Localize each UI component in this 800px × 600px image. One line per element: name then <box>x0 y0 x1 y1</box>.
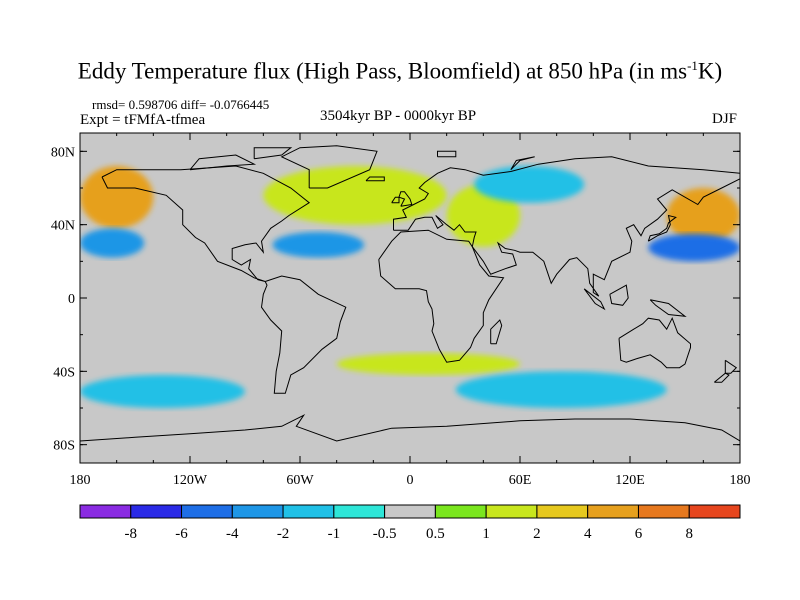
colorbar-swatch <box>384 504 436 519</box>
latitude-axis: 80N 40N 0 40S 80S <box>51 145 740 454</box>
coastlines <box>80 145 740 442</box>
longitude-axis: 180 120W 60W 0 60E 120E 180 <box>70 133 751 488</box>
colorbar-label: -2 <box>277 526 290 542</box>
colorbar-label: -4 <box>226 526 239 542</box>
coastline-segment <box>80 414 740 442</box>
lon-tick-label: 120W <box>173 473 208 488</box>
lat-tick-label: 40N <box>51 219 75 234</box>
colorbar-swatch <box>688 504 741 519</box>
lon-tick-label: 120E <box>615 473 645 488</box>
coastline-segment <box>618 316 691 369</box>
colorbar-label: -1 <box>328 526 341 542</box>
lon-tick-label: 60W <box>286 473 314 488</box>
lat-tick-label: 40S <box>53 365 75 380</box>
coastline-segment <box>378 229 505 363</box>
coastline-segment <box>583 288 606 311</box>
colorbar-swatch <box>333 504 386 519</box>
anomaly-region-0 <box>80 166 154 229</box>
lat-tick-label: 0 <box>68 292 75 307</box>
colorbar-label: 2 <box>533 526 541 542</box>
coastline-segment <box>391 196 400 204</box>
coastline-segment <box>713 372 730 383</box>
anomaly-region-7 <box>474 166 585 203</box>
colorbar-label: -6 <box>175 526 188 542</box>
coastline-segment <box>260 275 347 394</box>
coastline-segment <box>398 191 413 207</box>
anomaly-region-8 <box>80 375 245 408</box>
lon-tick-label: 0 <box>407 473 414 488</box>
colorbar-swatch <box>181 504 233 519</box>
coastline-segment <box>253 147 293 160</box>
colorbar-label: 0.5 <box>426 526 445 542</box>
colorbar-label: 1 <box>482 526 490 542</box>
stats-line: rmsd= 0.598706 diff= -0.0766445 <box>92 97 270 112</box>
anomaly-region-1 <box>666 188 740 243</box>
anomaly-region-2 <box>648 233 740 262</box>
coastline-segment <box>101 165 311 282</box>
coastline-segment <box>189 154 257 171</box>
coastline-segment <box>609 284 629 306</box>
anomaly-region-3 <box>80 228 145 258</box>
anomaly-region-4 <box>263 166 447 225</box>
lat-tick-label: 80N <box>51 145 75 160</box>
period-label: 3504kyr BP - 0000kyr BP <box>320 108 477 124</box>
colorbar-label: -8 <box>125 526 138 542</box>
colorbar-swatch <box>434 504 487 519</box>
colorbar-swatch <box>637 504 690 519</box>
map-title: Eddy Temperature flux (High Pass, Bloomf… <box>77 58 723 84</box>
colorbar-swatch <box>587 504 639 519</box>
experiment-label: Expt = tFMfA-tfmea <box>80 112 206 128</box>
lat-tick-label: 80S <box>53 439 75 454</box>
coastline-segment <box>437 150 457 158</box>
coastline-segment <box>280 145 378 189</box>
coastline-segment <box>393 156 740 297</box>
coastline-segment <box>490 319 503 345</box>
colorbar-swatch <box>282 504 335 519</box>
colorbar-label: 4 <box>584 526 592 542</box>
colorbar-swatch <box>130 504 183 519</box>
colorbar-swatch <box>536 504 589 519</box>
coastline-segment <box>647 214 677 242</box>
colorbar-label: 6 <box>635 526 643 542</box>
lon-tick-label: 60E <box>509 473 532 488</box>
lon-tick-label: 180 <box>730 473 751 488</box>
coastline-segment <box>649 299 687 317</box>
anomaly-region-9 <box>336 353 520 375</box>
colorbar-label: 8 <box>685 526 693 542</box>
season-label: DJF <box>712 111 738 127</box>
anomaly-region-10 <box>455 371 667 408</box>
colorbar-swatch <box>485 504 538 519</box>
coastline-segment <box>510 156 535 171</box>
anomaly-region-5 <box>272 232 365 258</box>
colorbar-swatch <box>79 504 132 519</box>
lon-tick-label: 180 <box>70 473 91 488</box>
colorbar-label: -0.5 <box>373 526 397 542</box>
colorbar-swatch <box>231 504 284 519</box>
colorbar: -8 -6 -4 -2 -1 -0.5 0.5 1 2 4 6 8 <box>79 504 741 542</box>
coastline-segment <box>365 176 385 182</box>
coastline-segment <box>724 359 738 374</box>
